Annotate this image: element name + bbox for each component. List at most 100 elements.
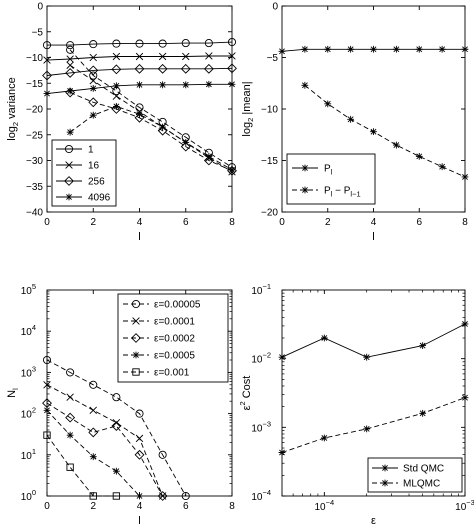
x-tick-label: 0 (279, 217, 285, 228)
data-point (89, 492, 97, 500)
data-point (203, 155, 214, 166)
legend-label: Std QMC (403, 464, 444, 475)
y-tick-label: −25 (26, 130, 43, 141)
data-point (370, 128, 377, 136)
legend (51, 139, 117, 207)
x-tick-label: 0 (44, 217, 50, 228)
data-point (112, 467, 120, 475)
data-point (180, 63, 191, 74)
x-tick-label: 4 (137, 501, 143, 512)
y-tick-label: −40 (26, 208, 43, 219)
y-tick-label: −30 (26, 156, 43, 167)
y-tick-label: 10−3 (251, 419, 271, 434)
data-point (66, 393, 74, 401)
data-point (112, 492, 121, 500)
data-point (112, 39, 121, 48)
data-point (157, 63, 168, 74)
legend (286, 153, 376, 205)
data-point (182, 52, 190, 61)
data-point (136, 492, 143, 500)
data-point (159, 123, 167, 131)
x-tick-label: 6 (183, 217, 189, 228)
data-point (320, 334, 328, 342)
data-point (158, 52, 167, 61)
data-point (88, 97, 99, 108)
series-line-dashed (69, 49, 233, 168)
data-point (89, 406, 97, 415)
data-point (89, 453, 97, 461)
y-tick-label: 10−4 (251, 488, 271, 503)
y-tick-label: 101 (21, 447, 36, 462)
legend-label: Pl − Pl−1 (324, 186, 361, 199)
data-point (136, 110, 143, 118)
data-point (301, 45, 309, 53)
data-point (65, 68, 76, 78)
data-point (66, 431, 74, 439)
data-point (205, 80, 213, 88)
data-point (278, 47, 286, 55)
y-tick-label: 105 (21, 282, 36, 297)
data-point (182, 139, 190, 146)
data-point (112, 393, 121, 402)
x-axis-label: ε (371, 515, 376, 527)
data-point (42, 70, 52, 81)
y-tick-label: 10−1 (251, 282, 271, 297)
legend-label: 1 (88, 145, 94, 156)
data-point (228, 166, 236, 174)
data-point (66, 55, 74, 63)
series-line-solid (46, 67, 233, 76)
legend-marker (65, 161, 73, 169)
data-point (89, 380, 98, 389)
y-tick-label: −10 (261, 105, 278, 116)
data-point (419, 409, 427, 417)
legend (367, 457, 463, 493)
data-point (111, 421, 122, 431)
data-point (203, 63, 214, 74)
data-point (461, 45, 469, 53)
y-tick-label: 0 (272, 2, 278, 13)
data-point (135, 434, 144, 443)
legend (117, 293, 229, 383)
data-point (43, 90, 51, 97)
x-tick-label: 8 (462, 217, 468, 228)
y-tick-label: −20 (26, 105, 43, 116)
data-point (205, 52, 213, 60)
data-point (227, 63, 237, 74)
data-point (392, 141, 400, 149)
legend-marker (131, 299, 141, 309)
series-line (46, 384, 164, 497)
data-point (324, 100, 332, 108)
series-line (304, 84, 466, 178)
data-point (43, 56, 51, 64)
data-point (135, 52, 144, 61)
data-point (363, 353, 371, 361)
series-line (46, 434, 117, 497)
y-tick-label: 104 (21, 323, 36, 338)
data-point (227, 38, 237, 47)
y-tick-label: 0 (37, 2, 43, 13)
data-point (134, 63, 145, 74)
data-point (89, 111, 97, 119)
data-point (419, 342, 427, 349)
legend-marker (132, 317, 140, 325)
data-point (363, 425, 371, 433)
series-line-solid (47, 41, 233, 46)
x-tick-label: 4 (137, 217, 143, 228)
series-line-dashed (69, 105, 233, 171)
legend-label: ε=0.00005 (154, 300, 201, 311)
legend-label: ε=0.0001 (154, 317, 195, 328)
x-axis-label: l (372, 231, 374, 243)
legend-marker (64, 144, 74, 154)
x-tick-label: 10−4 (314, 498, 334, 513)
x-tick-label: 2 (325, 217, 331, 228)
legend-marker (65, 193, 73, 201)
data-point (324, 45, 332, 53)
y-tick-label: −10 (26, 53, 43, 64)
legend-marker (131, 333, 141, 343)
data-point (43, 406, 51, 414)
data-point (205, 152, 213, 160)
data-point (320, 434, 328, 442)
data-point (135, 39, 144, 48)
data-point (42, 41, 52, 50)
data-point (347, 115, 355, 123)
